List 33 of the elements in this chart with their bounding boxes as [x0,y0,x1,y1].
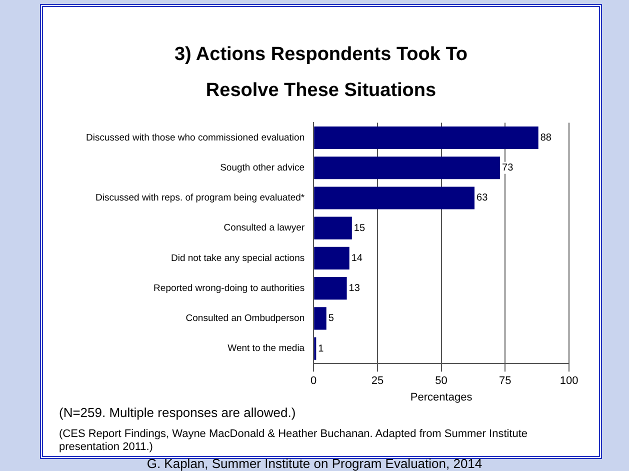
bar [314,156,500,180]
y-tick-label: Went to the media [228,343,306,354]
data-label: 14 [351,252,363,264]
data-label: 88 [540,132,552,144]
text: (CES Report Findings, Wayne MacDonald & Heather Buchanan. Adapted from Summer Institute presentation 2011.) [59,428,529,454]
data-label: 13 [348,283,360,294]
y-tick-label: Did not take any special actions [170,252,305,264]
x-tick-label: 50 [435,375,448,388]
text: G. Kaplan, Summer Institute on Program Evaluation, 2014 [146,456,484,471]
bar [314,246,350,270]
y-tick-label: Reported wrong-doing to authorities [154,282,305,294]
x-tick-label: 75 [499,375,512,388]
bar [314,126,538,150]
text: (N=259. Multiple responses are allowed.) [59,405,296,420]
y-tick-label: Consulted a lawyer [224,222,305,234]
y-tick-label: Discussed with reps. of program being evaluated* [95,192,305,204]
data-label: 73 [502,162,514,174]
bar [314,277,347,300]
data-label: 5 [328,313,334,324]
bar [314,186,475,210]
bar [314,216,352,240]
data-label: 1 [318,343,324,354]
bar [314,307,326,330]
chart-title: 3) Actions Respondents Took To Resolve These Situations [173,43,469,103]
x-tick-label: 0 [310,375,317,388]
y-tick-label: Discussed with those who commissioned evaluation [86,132,305,144]
data-label: 15 [354,222,366,234]
data-label: 63 [476,192,488,204]
x-axis-title: Percentages [410,391,473,404]
x-tick-label: 100 [560,375,578,388]
y-tick-label: Sougth other advice [220,162,305,174]
y-tick-label: Consulted an Ombudperson [186,313,305,324]
x-tick-label: 25 [371,375,384,388]
